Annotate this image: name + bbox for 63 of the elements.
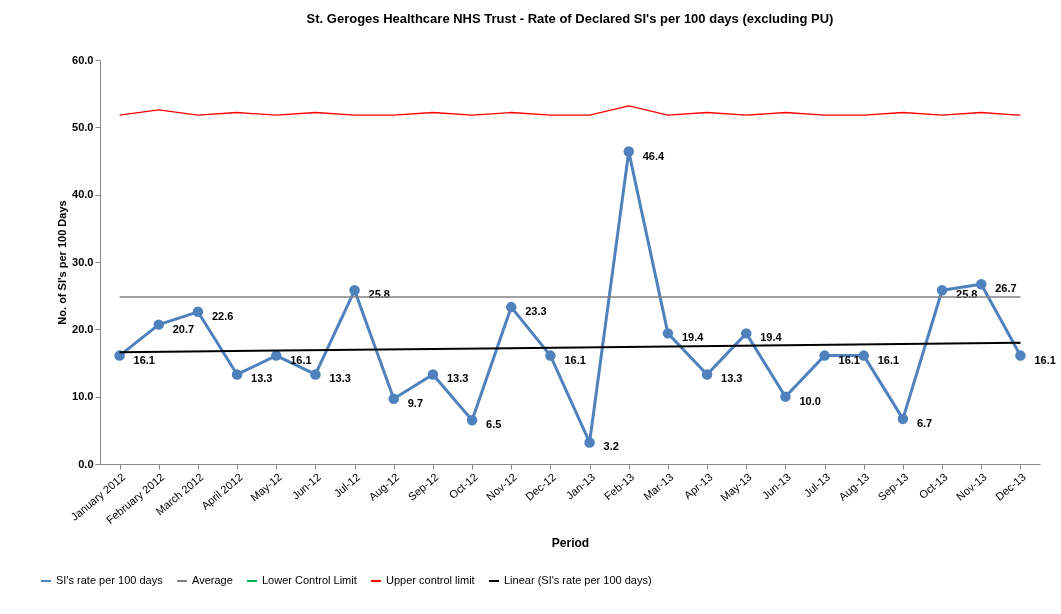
legend-label: Lower Control Limit — [262, 574, 357, 586]
point — [623, 146, 634, 157]
point — [858, 350, 869, 361]
data-label: 16.1 — [290, 353, 312, 366]
point — [1015, 350, 1026, 361]
data-label: 26.7 — [995, 282, 1017, 295]
data-label: 16.1 — [564, 353, 586, 366]
y-axis-title: No. of SI's per 100 Days — [56, 200, 69, 325]
point — [819, 350, 830, 361]
y-tick-label: 0.0 — [78, 457, 94, 470]
data-label: 20.7 — [172, 322, 195, 335]
point — [153, 319, 164, 330]
y-tick-label: 10.0 — [72, 390, 94, 403]
point — [936, 285, 948, 296]
point — [310, 369, 321, 380]
point — [192, 306, 204, 318]
data-label: 13.3 — [721, 372, 743, 385]
data-label: 19.4 — [681, 331, 705, 344]
data-label: 13.3 — [446, 372, 469, 385]
point — [584, 437, 595, 448]
data-label: 16.1 — [133, 353, 156, 366]
data-label: 6.5 — [486, 418, 502, 431]
data-label: 16.1 — [838, 353, 861, 366]
data-label: 23.3 — [525, 305, 547, 318]
line-series — [118, 105, 1022, 116]
point — [388, 393, 399, 404]
chart-title: St. Geroges Healthcare NHS Trust - Rate of Declared SI's per 100 days (excluding PU) — [306, 11, 834, 26]
point — [545, 350, 556, 361]
y-tick-label: 60.0 — [72, 53, 94, 66]
point — [114, 350, 125, 361]
point — [701, 369, 713, 380]
data-label: 16.1 — [877, 353, 900, 366]
point — [466, 415, 478, 426]
data-label: 16.1 — [1034, 353, 1056, 366]
x-axis-title: Period — [551, 535, 590, 550]
data-label: 25.8 — [368, 288, 391, 301]
data-label: 22.6 — [211, 309, 234, 322]
point — [741, 328, 752, 339]
point — [231, 369, 243, 380]
legend-label: Average — [192, 574, 233, 586]
point — [897, 413, 909, 425]
data-label: 9.7 — [407, 396, 424, 409]
data-label: 13.3 — [251, 372, 273, 385]
point — [976, 278, 987, 290]
point — [662, 328, 674, 339]
y-tick-label: 40.0 — [72, 188, 94, 201]
point — [780, 391, 791, 402]
y-tick-label: 30.0 — [72, 255, 94, 268]
data-label: 19.4 — [760, 331, 783, 344]
y-tick-label: 20.0 — [72, 322, 94, 335]
point — [506, 301, 517, 313]
legend-label: SI's rate per 100 days — [56, 574, 164, 586]
point — [349, 285, 360, 296]
data-label: 6.7 — [916, 416, 933, 429]
y-tick-label: 50.0 — [72, 120, 94, 133]
legend-label: Linear (SI's rate per 100 days) — [504, 574, 652, 586]
data-label: 46.4 — [642, 149, 666, 162]
data-label: 3.2 — [603, 440, 619, 453]
data-label: 13.3 — [329, 372, 351, 385]
legend-label: Upper control limit — [386, 574, 475, 586]
data-label: 25.8 — [956, 288, 978, 301]
data-label: 10.0 — [799, 394, 821, 407]
point — [427, 369, 439, 380]
